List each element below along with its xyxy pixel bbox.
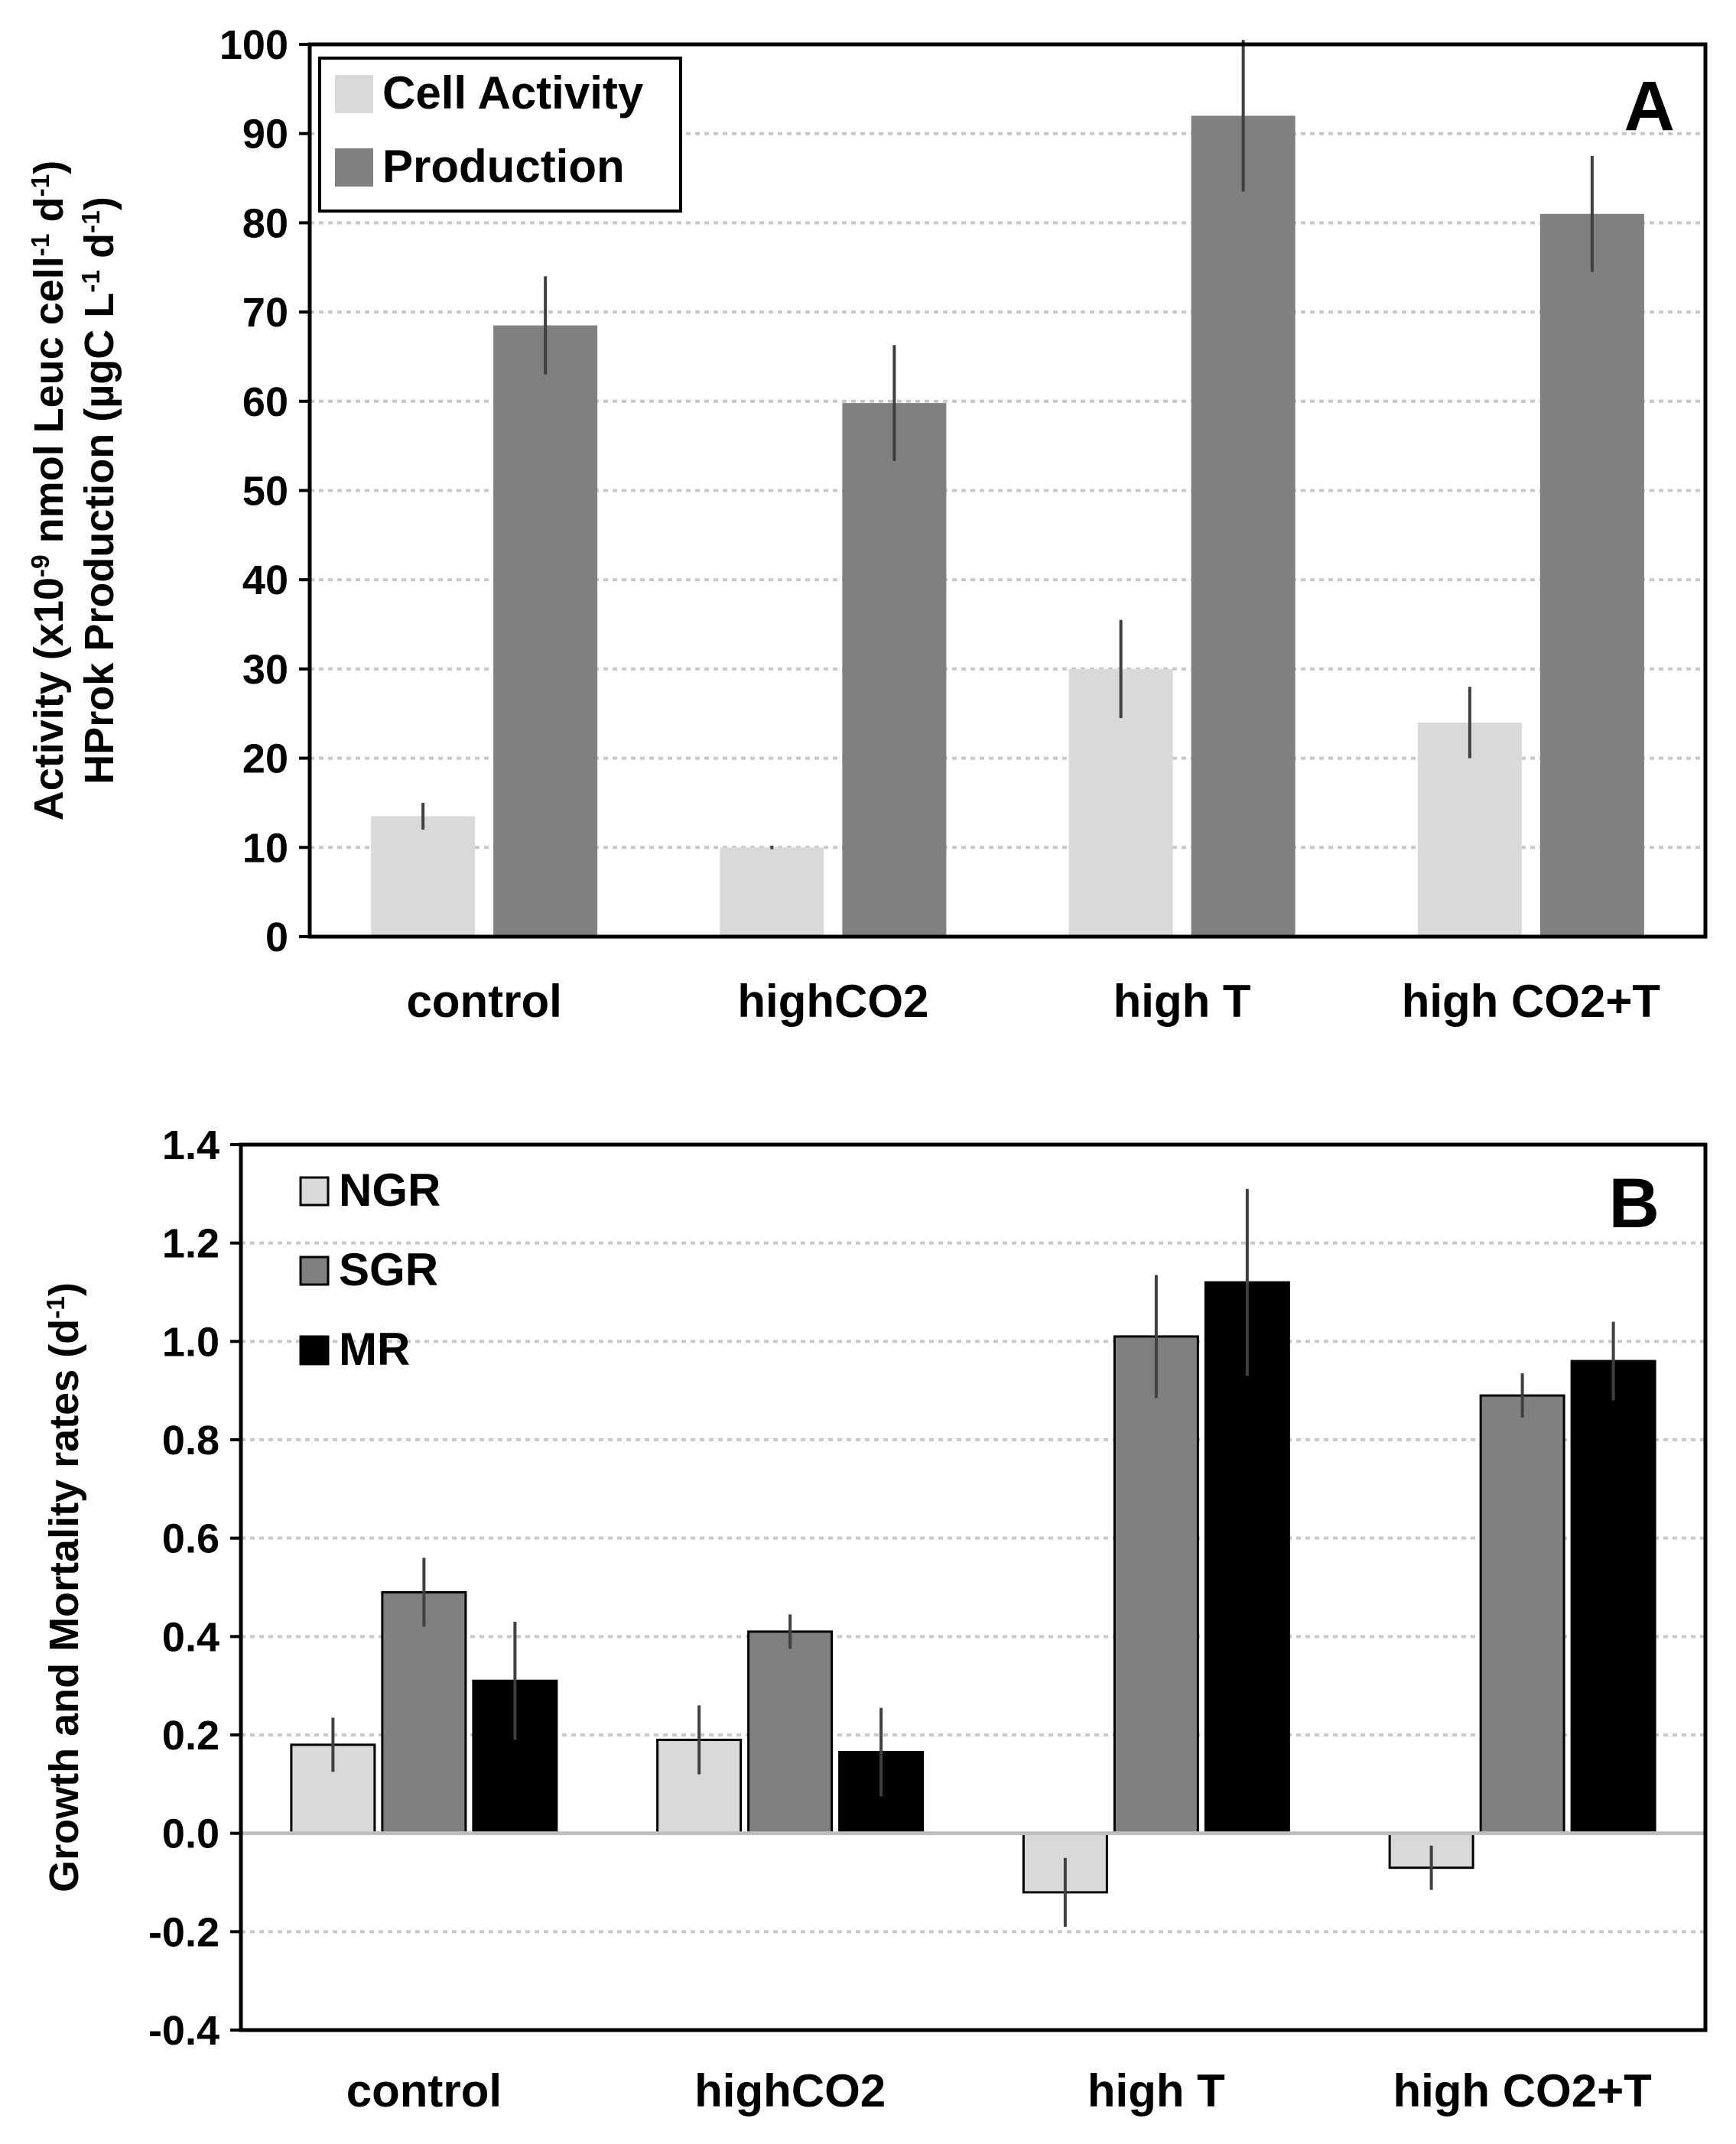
bar-cell-activity [371, 816, 476, 937]
legend-label: SGR [339, 1244, 438, 1295]
y-tick-label: 80 [242, 200, 288, 246]
legend-swatch [335, 148, 373, 187]
y-tick-label: 1.2 [162, 1221, 219, 1267]
legend-label: MR [339, 1324, 410, 1375]
bar-production [493, 325, 598, 937]
bar-sgr [747, 1630, 834, 1835]
legend: NGR SGR MR [299, 1165, 441, 1375]
panel-label: A [1624, 67, 1675, 145]
y-tick-label: 100 [219, 22, 288, 68]
bar-sgr [1479, 1394, 1565, 1835]
y-tick-label: 30 [242, 647, 288, 693]
legend-swatch [299, 1335, 330, 1366]
bar-mr [1570, 1359, 1656, 1835]
legend-swatch [299, 1256, 330, 1286]
y-tick-label: 50 [242, 469, 288, 515]
bar-sgr [381, 1590, 467, 1835]
y-axis-title-line1: Activity (x10-9 nmol Leuc cell-1 d-1) [26, 161, 72, 821]
y-tick-label: 0.2 [162, 1713, 219, 1759]
legend-swatch [299, 1176, 330, 1207]
y-tick-label: 1.0 [162, 1319, 219, 1365]
legend-box [318, 57, 682, 213]
legend-label: Cell Activity [382, 67, 644, 119]
legend-label: Production [382, 141, 625, 192]
bar-production [1191, 115, 1295, 937]
y-axis-title: Growth and Mortality rates (d-1) [41, 1282, 87, 1892]
bar-sgr [1113, 1335, 1199, 1835]
legend: Cell Activity Production [318, 57, 682, 213]
bar-cell-activity [720, 847, 824, 937]
x-tick-label: high T [1087, 2065, 1225, 2116]
x-tick-label: highCO2 [737, 976, 928, 1027]
x-tick-label: control [406, 976, 561, 1027]
x-tick-label: high T [1113, 976, 1251, 1027]
y-tick-label: 0.6 [162, 1516, 219, 1562]
legend-label: NGR [339, 1165, 441, 1216]
y-tick-label: 10 [242, 825, 288, 871]
y-tick-label: 0.4 [162, 1614, 219, 1660]
x-tick-label: high CO2+T [1393, 2065, 1651, 2116]
y-tick-label: 40 [242, 557, 288, 603]
y-tick-label: 20 [242, 736, 288, 782]
y-tick-label: 90 [242, 112, 288, 158]
plot-frame [239, 1142, 1708, 2032]
legend-swatch [335, 75, 373, 113]
panel-label: B [1609, 1165, 1660, 1243]
y-axis-title-line2: HProk Production (µgC L-1 d-1) [76, 197, 122, 785]
y-tick-label: -0.4 [148, 2008, 219, 2054]
chart-panel-a: 0 10 20 30 40 50 60 70 80 90 100 control highCO2 high… [26, 22, 1708, 1027]
x-tick-label: high CO2+T [1402, 976, 1660, 1027]
chart-panel-b: -0.4 -0.2 0.0 0.2 0.4 0.6 0.8 1.0 1.2 1.4 control h… [41, 1122, 1708, 2116]
y-tick-label: 0.0 [162, 1811, 219, 1857]
x-tick-label: control [346, 2065, 502, 2116]
plot-frame [307, 42, 1708, 939]
x-tick-label: highCO2 [694, 2065, 886, 2116]
y-tick-label: 70 [242, 290, 288, 336]
y-tick-label: 60 [242, 379, 288, 425]
y-tick-label: -0.2 [148, 1909, 219, 1955]
y-tick-label: 0 [265, 914, 288, 960]
y-tick-label: 1.4 [162, 1122, 219, 1168]
bar-production [1539, 213, 1644, 937]
bar-production [842, 403, 947, 937]
y-tick-label: 0.8 [162, 1418, 219, 1463]
